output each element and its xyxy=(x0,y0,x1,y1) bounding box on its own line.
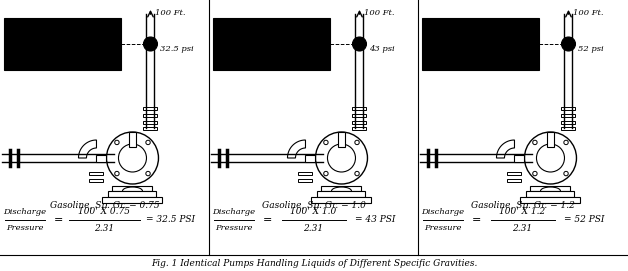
Bar xyxy=(507,179,521,182)
Bar xyxy=(89,179,104,182)
Circle shape xyxy=(115,140,119,145)
Bar xyxy=(143,114,158,117)
Polygon shape xyxy=(497,140,514,158)
Circle shape xyxy=(561,37,575,51)
Circle shape xyxy=(146,140,150,145)
Bar xyxy=(143,127,158,130)
Bar xyxy=(112,186,153,191)
Circle shape xyxy=(107,132,158,184)
Bar xyxy=(97,154,107,162)
Text: 100 Ft.: 100 Ft. xyxy=(573,9,604,17)
Text: Discharge: Discharge xyxy=(4,208,46,216)
Polygon shape xyxy=(288,140,305,158)
Bar xyxy=(143,107,158,109)
Bar xyxy=(352,107,367,109)
Text: Fig. 1 Identical Pumps Handling Liquids of Different Specific Gravities.: Fig. 1 Identical Pumps Handling Liquids … xyxy=(151,260,477,269)
Bar xyxy=(338,132,345,147)
Bar xyxy=(561,107,575,109)
Text: 100' X 1.2: 100' X 1.2 xyxy=(499,207,546,216)
Bar xyxy=(514,154,524,162)
Bar xyxy=(129,132,136,147)
Text: =: = xyxy=(54,215,63,225)
Bar xyxy=(507,172,521,175)
Circle shape xyxy=(355,171,359,176)
Text: Gasoline, Sp. Gr. = 0.75: Gasoline, Sp. Gr. = 0.75 xyxy=(50,202,160,211)
Text: =: = xyxy=(263,215,272,225)
Text: Discharge: Discharge xyxy=(421,208,465,216)
Text: = 32.5 PSI: = 32.5 PSI xyxy=(146,215,195,224)
Text: Gasoline, Sp. Gr. = 1.0: Gasoline, Sp. Gr. = 1.0 xyxy=(262,202,365,211)
Text: 2.31: 2.31 xyxy=(94,224,114,233)
Circle shape xyxy=(524,132,577,184)
Bar xyxy=(526,191,575,197)
Text: 100' X 0.75: 100' X 0.75 xyxy=(78,207,131,216)
Bar xyxy=(318,191,365,197)
Text: Gasoline, Sp. Gr. = 1.2: Gasoline, Sp. Gr. = 1.2 xyxy=(470,202,575,211)
Bar xyxy=(352,114,367,117)
Circle shape xyxy=(352,37,367,51)
Text: 2.31: 2.31 xyxy=(303,224,323,233)
Bar xyxy=(311,197,372,203)
Text: 100' X 1.0: 100' X 1.0 xyxy=(290,207,337,216)
Bar xyxy=(213,18,330,70)
Bar xyxy=(561,114,575,117)
Bar xyxy=(298,179,313,182)
Bar xyxy=(422,18,539,70)
Circle shape xyxy=(146,171,150,176)
Polygon shape xyxy=(78,140,97,158)
Circle shape xyxy=(536,144,565,172)
Bar xyxy=(531,186,570,191)
Bar xyxy=(547,132,554,147)
Text: Pressure: Pressure xyxy=(215,224,253,232)
Bar xyxy=(352,127,367,130)
Bar xyxy=(102,197,163,203)
Bar xyxy=(4,18,121,70)
Bar xyxy=(109,191,156,197)
Circle shape xyxy=(315,132,367,184)
Circle shape xyxy=(533,171,537,176)
Bar xyxy=(322,186,362,191)
Circle shape xyxy=(119,144,146,172)
Circle shape xyxy=(327,144,355,172)
Circle shape xyxy=(533,140,537,145)
Bar xyxy=(305,154,315,162)
Text: Pressure: Pressure xyxy=(425,224,462,232)
Bar xyxy=(89,172,104,175)
Text: 2.31: 2.31 xyxy=(512,224,533,233)
Text: =: = xyxy=(472,215,481,225)
Text: Pressure: Pressure xyxy=(6,224,44,232)
Text: 100 Ft.: 100 Ft. xyxy=(364,9,395,17)
Bar xyxy=(561,121,575,124)
Text: 52 psi: 52 psi xyxy=(578,45,604,53)
Bar xyxy=(143,121,158,124)
Circle shape xyxy=(115,171,119,176)
Bar xyxy=(352,121,367,124)
Circle shape xyxy=(355,140,359,145)
Circle shape xyxy=(323,171,328,176)
Circle shape xyxy=(564,171,568,176)
Text: = 52 PSI: = 52 PSI xyxy=(565,215,605,224)
Bar xyxy=(521,197,580,203)
Circle shape xyxy=(143,37,158,51)
Text: 32.5 psi: 32.5 psi xyxy=(161,45,194,53)
Text: Discharge: Discharge xyxy=(212,208,256,216)
Circle shape xyxy=(564,140,568,145)
Bar xyxy=(561,127,575,130)
Bar xyxy=(298,172,313,175)
Circle shape xyxy=(323,140,328,145)
Text: 100 Ft.: 100 Ft. xyxy=(156,9,186,17)
Text: = 43 PSI: = 43 PSI xyxy=(355,215,396,224)
Text: 43 psi: 43 psi xyxy=(369,45,395,53)
